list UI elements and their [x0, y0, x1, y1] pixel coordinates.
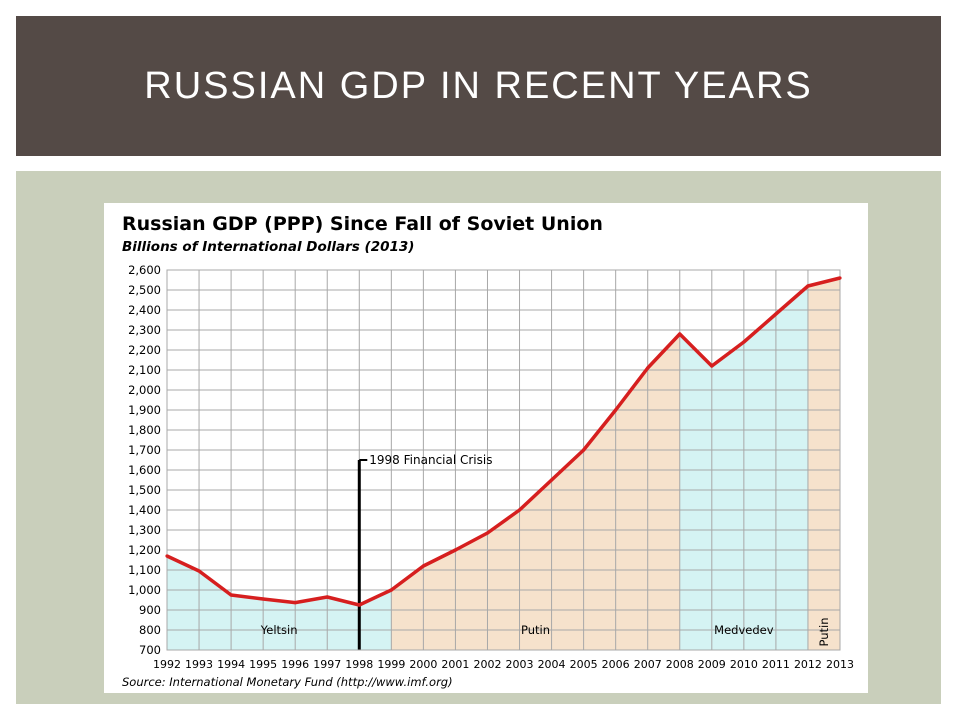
y-tick-label: 800 — [139, 623, 161, 637]
y-tick-label: 2,400 — [128, 303, 161, 317]
x-tick-label: 1997 — [313, 658, 341, 671]
y-tick-label: 700 — [139, 643, 161, 657]
period-fill-3 — [807, 278, 840, 650]
x-tick-label: 1995 — [249, 658, 277, 671]
crisis-annotation-label: 1998 Financial Crisis — [369, 453, 492, 467]
gdp-data-point — [517, 508, 522, 512]
x-tick-label: 1996 — [281, 658, 309, 671]
x-tick-label: 1992 — [153, 658, 181, 671]
gdp-data-point — [421, 564, 425, 568]
y-tick-label: 2,500 — [128, 283, 161, 297]
slide-header: RUSSIAN GDP IN RECENT YEARS — [16, 16, 941, 156]
y-tick-label: 1,000 — [128, 583, 161, 597]
gdp-data-point — [838, 276, 842, 280]
x-tick-label: 2007 — [634, 658, 662, 671]
gdp-data-point — [357, 603, 361, 607]
period-label: Putin — [817, 617, 831, 646]
x-tick-label: 1994 — [217, 658, 245, 671]
gdp-data-point — [582, 448, 586, 452]
gdp-data-point — [614, 408, 618, 412]
chart-subtitle: Billions of International Dollars (2013) — [122, 239, 414, 255]
y-tick-label: 1,600 — [128, 463, 161, 477]
y-tick-label: 1,900 — [128, 403, 161, 417]
x-tick-label: 2010 — [730, 658, 758, 671]
x-tick-label: 2011 — [762, 658, 790, 671]
x-tick-label: 1999 — [377, 658, 405, 671]
period-label: Medvedev — [714, 623, 774, 637]
period-label: Yeltsin — [260, 623, 298, 637]
gdp-data-point — [774, 312, 778, 316]
slide-title: RUSSIAN GDP IN RECENT YEARS — [144, 64, 813, 107]
y-tick-label: 1,800 — [128, 423, 161, 437]
y-tick-label: 2,600 — [128, 263, 161, 277]
gdp-data-point — [197, 569, 201, 573]
y-tick-label: 1,100 — [128, 563, 161, 577]
gdp-data-point — [549, 478, 554, 482]
gdp-data-point — [806, 284, 810, 288]
x-tick-label: 2004 — [538, 658, 566, 671]
gdp-data-point — [678, 332, 682, 336]
x-tick-label: 2001 — [441, 658, 469, 671]
x-tick-label: 2005 — [570, 658, 598, 671]
gdp-series-line — [166, 276, 841, 607]
x-tick-label: 2003 — [506, 658, 534, 671]
y-tick-label: 1,400 — [128, 503, 161, 517]
gdp-data-point — [229, 593, 233, 597]
chart-source: Source: International Monetary Fund (htt… — [122, 675, 453, 689]
y-tick-label: 2,300 — [128, 323, 161, 337]
y-tick-label: 1,700 — [128, 443, 161, 457]
period-fill-0 — [167, 556, 392, 650]
gdp-data-point — [389, 588, 393, 592]
period-label: Putin — [521, 623, 550, 637]
y-tick-label: 1,300 — [128, 523, 161, 537]
gdp-data-point — [165, 554, 169, 558]
gdp-data-point — [485, 531, 490, 535]
y-tick-label: 1,500 — [128, 483, 161, 497]
gdp-data-point — [710, 364, 714, 368]
x-tick-label: 2009 — [698, 658, 726, 671]
gdp-data-point — [325, 595, 329, 599]
x-tick-label: 2000 — [409, 658, 437, 671]
gdp-data-point — [646, 366, 650, 370]
y-tick-label: 2,000 — [128, 383, 161, 397]
y-tick-label: 1,200 — [128, 543, 161, 557]
x-tick-label: 2013 — [826, 658, 854, 671]
gdp-data-point — [453, 548, 458, 552]
period-fill-1 — [391, 334, 680, 650]
y-tick-label: 900 — [139, 603, 161, 617]
gdp-line-chart: 700 800 900 1,000 1,100 1,200 1,300 1,400 1,500 1… — [122, 213, 854, 689]
plot-border — [166, 269, 841, 651]
x-tick-label: 2002 — [473, 658, 501, 671]
chart-title: Russian GDP (PPP) Since Fall of Soviet U… — [122, 213, 603, 235]
y-tick-label: 2,100 — [128, 363, 161, 377]
x-tick-label: 2008 — [666, 658, 694, 671]
x-tick-label: 2012 — [794, 658, 822, 671]
chart-container: 700 800 900 1,000 1,100 1,200 1,300 1,400 1,500 1… — [104, 203, 868, 693]
gdp-data-point — [293, 601, 297, 605]
x-tick-label: 1998 — [345, 658, 373, 671]
x-tick-label: 1993 — [185, 658, 213, 671]
gdp-data-point — [742, 340, 746, 344]
y-tick-label: 2,200 — [128, 343, 161, 357]
gdp-data-point — [261, 597, 265, 601]
x-tick-label: 2006 — [602, 658, 630, 671]
